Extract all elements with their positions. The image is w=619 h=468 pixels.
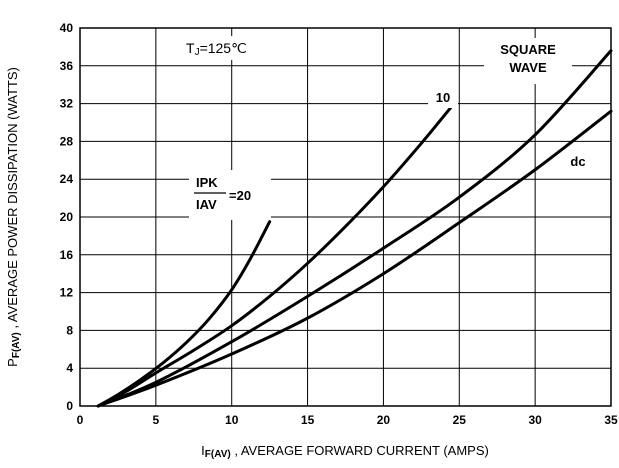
ratio-numerator: IPK (196, 175, 218, 190)
y-axis-title-main: P (5, 358, 20, 367)
x-axis-title-rest: , AVERAGE FORWARD CURRENT (AMPS) (231, 443, 489, 458)
series-line-3 (96, 109, 613, 408)
x-tick-label: 30 (528, 413, 542, 427)
x-axis-title: IF(AV) , AVERAGE FORWARD CURRENT (AMPS) (201, 443, 489, 460)
y-tick-label: 28 (60, 134, 74, 148)
ratio-label-box (189, 170, 271, 220)
y-tick-labels: 0 4 8 12 16 20 24 28 32 36 40 (60, 21, 74, 413)
y-tick-label: 32 (60, 97, 74, 111)
curves (96, 49, 613, 408)
y-tick-label: 8 (66, 323, 73, 337)
x-axis-title-main: I (201, 443, 205, 458)
series-line-2 (96, 49, 613, 408)
series-label-10: 10 (436, 90, 450, 105)
y-tick-label: 40 (60, 21, 74, 35)
tj-label-box (180, 36, 270, 60)
series-line-0 (96, 220, 272, 408)
series-label-dc: dc (570, 154, 585, 169)
square-wave-label-box (484, 38, 572, 84)
series-line-1 (96, 104, 454, 408)
tj-rest: =125℃ (200, 40, 247, 56)
y-tick-label: 20 (60, 210, 74, 224)
y-axis-title: PF(AV) , AVERAGE POWER DISSIPATION (WATT… (5, 67, 22, 367)
x-axis-title-sub: F(AV) (205, 449, 231, 460)
y-tick-label: 4 (66, 361, 73, 375)
series-label-10-box (428, 86, 458, 108)
x-tick-label: 0 (77, 413, 84, 427)
y-tick-label: 16 (60, 248, 74, 262)
y-tick-label: 36 (60, 59, 74, 73)
square-wave-label-line1: SQUARE (500, 42, 556, 57)
x-tick-label: 35 (604, 413, 618, 427)
x-tick-label: 10 (225, 413, 239, 427)
y-tick-label: 12 (60, 286, 74, 300)
plot-frame (79, 27, 612, 407)
square-wave-label-line2: WAVE (509, 60, 547, 75)
tj-annotation: TJ=125℃ (186, 40, 247, 58)
y-tick-label: 24 (60, 172, 74, 186)
y-tick-label: 0 (66, 399, 73, 413)
x-tick-label: 5 (153, 413, 160, 427)
x-tick-label: 25 (453, 413, 467, 427)
tj-sub: J (195, 47, 200, 58)
y-axis-title-rest: , AVERAGE POWER DISSIPATION (WATTS) (5, 67, 20, 332)
x-tick-labels: 0 5 10 15 20 25 30 35 (77, 413, 618, 427)
x-tick-label: 20 (377, 413, 391, 427)
series-label-dc-box (564, 150, 592, 170)
tj-main: T (186, 40, 195, 56)
y-axis-title-sub: F(AV) (11, 332, 22, 358)
ratio-denominator: IAV (196, 197, 217, 212)
x-tick-label: 15 (301, 413, 315, 427)
ratio-value: =20 (229, 188, 251, 203)
